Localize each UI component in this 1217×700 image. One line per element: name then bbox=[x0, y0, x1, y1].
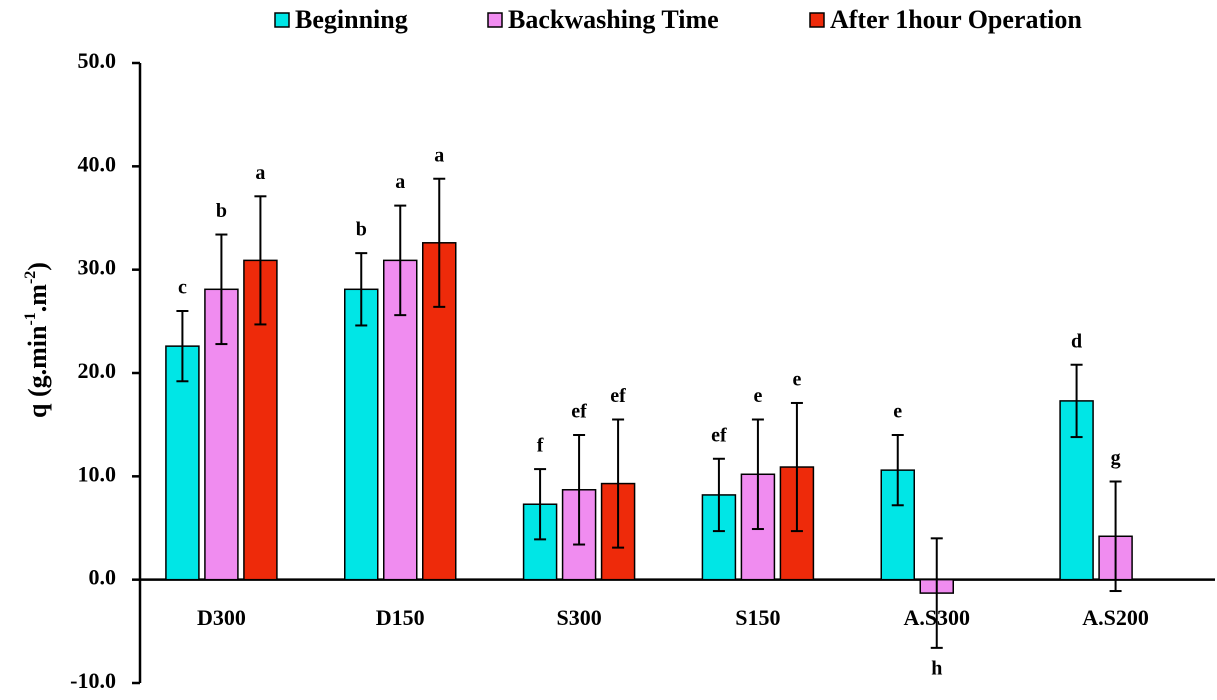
legend-label: Backwashing Time bbox=[508, 5, 719, 34]
error-bar bbox=[751, 418, 764, 531]
error-bar bbox=[573, 434, 586, 546]
significance-letter: e bbox=[792, 369, 801, 391]
bar bbox=[344, 288, 379, 581]
legend-swatch bbox=[274, 12, 290, 28]
y-tick-label: 0.0 bbox=[89, 565, 117, 590]
significance-letter: a bbox=[395, 171, 405, 193]
y-tick-label: 50.0 bbox=[78, 48, 117, 73]
error-bar bbox=[891, 434, 904, 507]
y-axis-label: q (g.min-1.m-2) bbox=[22, 262, 52, 418]
y-tick-label: 30.0 bbox=[78, 255, 117, 280]
error-bar bbox=[712, 457, 725, 533]
significance-letter: a bbox=[255, 162, 265, 184]
error-bar bbox=[215, 233, 228, 346]
y-tick-label: -10.0 bbox=[70, 668, 116, 693]
legend-swatch bbox=[487, 12, 503, 28]
x-tick-label: S150 bbox=[735, 605, 780, 630]
y-axis-label-part: q (g.min bbox=[23, 325, 52, 418]
y-tick-label: 20.0 bbox=[78, 358, 117, 383]
significance-letter: d bbox=[1071, 330, 1082, 352]
x-tick-label: A.S200 bbox=[1082, 605, 1149, 630]
significance-letter: g bbox=[1111, 447, 1121, 469]
error-bar bbox=[534, 468, 547, 541]
significance-letter: h bbox=[931, 657, 942, 679]
y-axis-label-sup: -2 bbox=[22, 271, 39, 284]
x-tick-label: S300 bbox=[556, 605, 601, 630]
significance-letter: b bbox=[356, 219, 367, 241]
significance-letter: b bbox=[216, 200, 227, 222]
significance-letter: f bbox=[537, 435, 544, 457]
error-bar bbox=[1070, 363, 1083, 439]
significance-letter: ef bbox=[571, 401, 587, 423]
significance-letter: c bbox=[178, 277, 187, 299]
error-bar bbox=[394, 204, 407, 317]
significance-letter: ef bbox=[711, 424, 727, 446]
error-bar bbox=[355, 252, 368, 327]
significance-letter: a bbox=[434, 144, 444, 166]
error-bar bbox=[790, 401, 803, 533]
x-tick-label: D300 bbox=[197, 605, 246, 630]
legend-label: After 1hour Operation bbox=[830, 5, 1082, 34]
y-axis-label-part: ) bbox=[23, 262, 52, 271]
error-bar bbox=[176, 310, 189, 383]
y-tick-label: 10.0 bbox=[78, 461, 117, 486]
y-axis-label-part: .m bbox=[23, 284, 52, 313]
error-bar bbox=[1109, 480, 1122, 593]
y-axis-label-sup: -1 bbox=[22, 312, 39, 325]
error-bar bbox=[433, 177, 446, 308]
error-bar bbox=[930, 537, 943, 649]
significance-letter: ef bbox=[610, 385, 626, 407]
error-bar bbox=[612, 418, 625, 549]
error-bar bbox=[254, 195, 267, 326]
legend-swatch bbox=[809, 12, 825, 28]
significance-letter: e bbox=[893, 401, 902, 423]
significance-letter: e bbox=[753, 385, 762, 407]
x-tick-label: D150 bbox=[376, 605, 425, 630]
y-tick-label: 40.0 bbox=[78, 151, 117, 176]
legend-label: Beginning bbox=[295, 5, 408, 34]
